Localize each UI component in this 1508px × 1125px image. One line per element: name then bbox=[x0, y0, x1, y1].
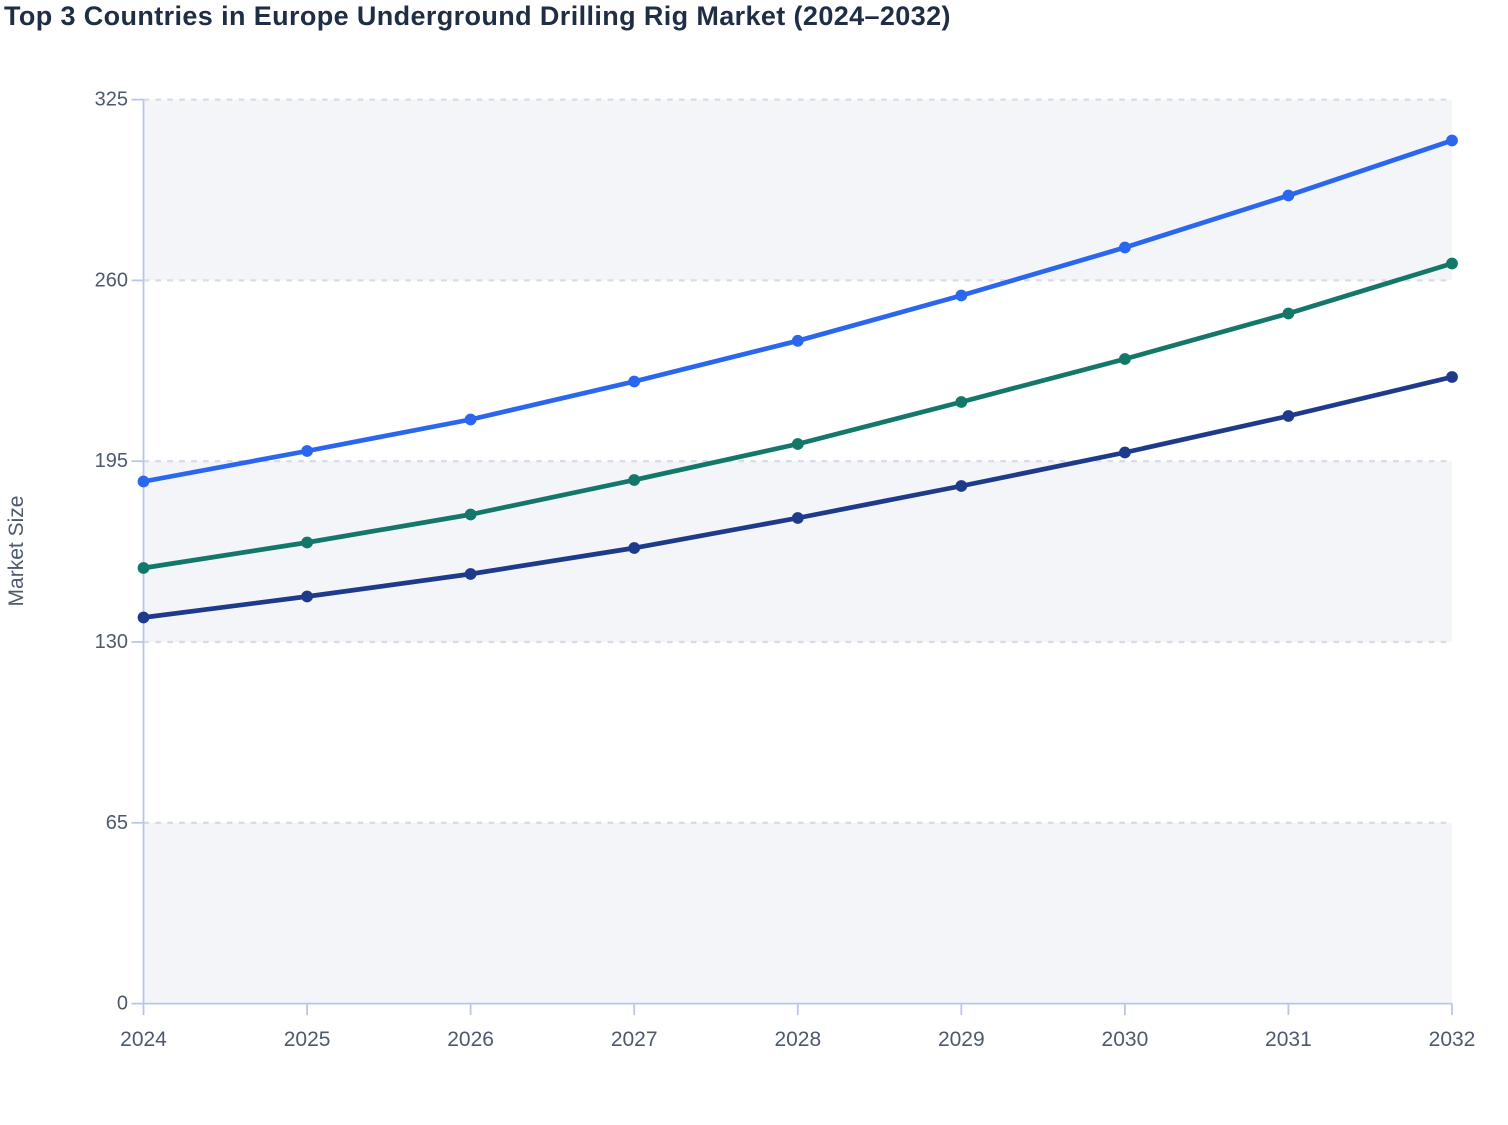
svg-text:260: 260 bbox=[95, 269, 128, 291]
svg-text:0: 0 bbox=[117, 993, 128, 1015]
svg-text:2029: 2029 bbox=[938, 1028, 985, 1051]
svg-text:2027: 2027 bbox=[611, 1028, 658, 1051]
svg-text:2032: 2032 bbox=[1429, 1028, 1476, 1051]
svg-text:2026: 2026 bbox=[447, 1028, 494, 1051]
svg-text:195: 195 bbox=[95, 450, 128, 472]
svg-text:2024: 2024 bbox=[120, 1028, 167, 1051]
svg-text:325: 325 bbox=[95, 89, 128, 111]
svg-text:130: 130 bbox=[95, 631, 128, 653]
svg-text:2025: 2025 bbox=[284, 1028, 331, 1051]
svg-text:Market Size: Market Size bbox=[5, 496, 28, 607]
svg-text:2030: 2030 bbox=[1102, 1028, 1149, 1051]
svg-text:2028: 2028 bbox=[774, 1028, 821, 1051]
svg-text:2031: 2031 bbox=[1265, 1028, 1312, 1051]
svg-text:65: 65 bbox=[106, 812, 128, 834]
